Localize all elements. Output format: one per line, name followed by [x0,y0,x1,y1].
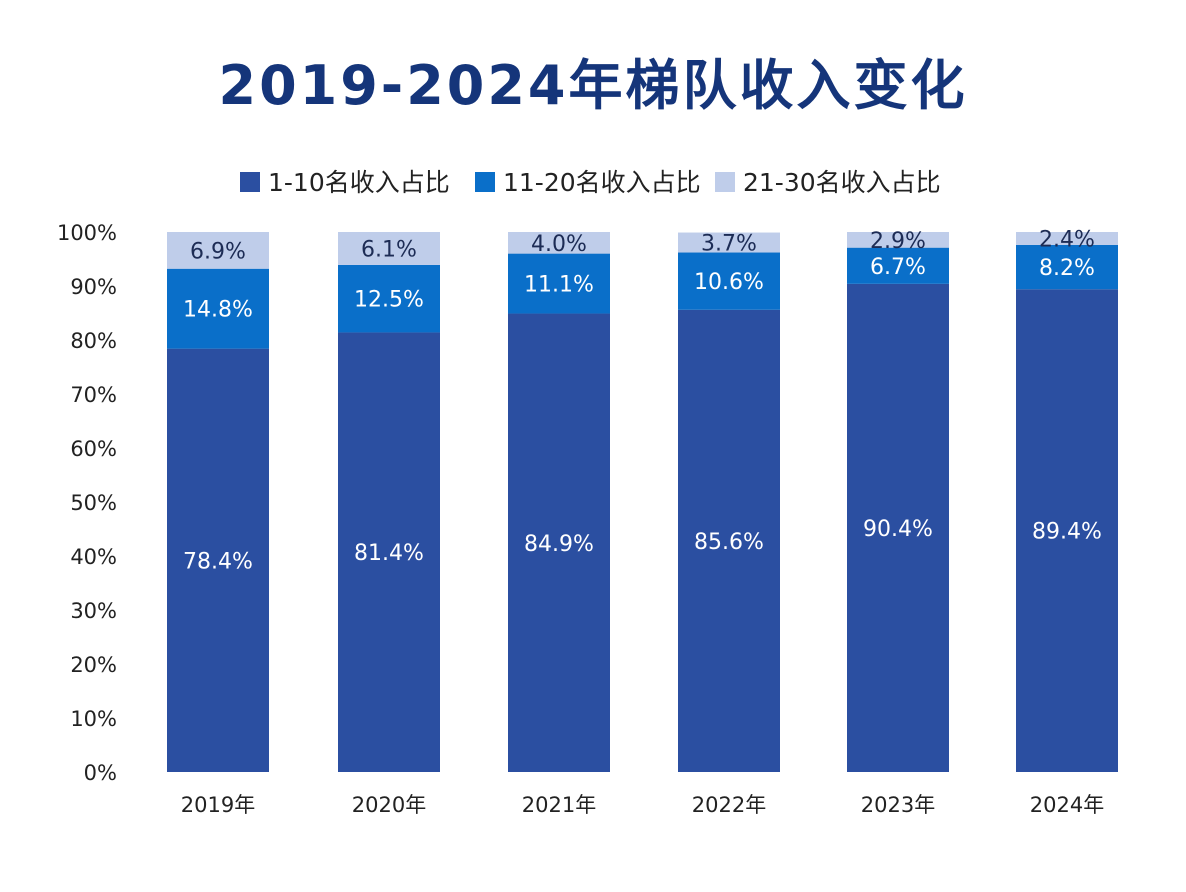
legend-swatch-3 [715,172,735,192]
y-tick-label: 0% [84,761,117,785]
bar-segment [847,283,949,772]
data-label: 10.6% [694,270,764,295]
data-label: 2.4% [1039,227,1095,252]
legend-label-3: 21-30名收入占比 [743,168,941,197]
bar-segment [167,268,269,349]
data-label: 6.1% [361,237,417,262]
bar-group-3: 84.9% 11.1% 4.0% [508,232,610,772]
bars: 78.4% 14.8% 6.9% 81.4% 12.5% 6.1% 84.9% 11.1% 4.… [167,227,1118,772]
y-tick-label: 80% [70,329,117,353]
bar-segment [338,264,440,333]
data-label: 14.8% [183,298,253,323]
data-label: 8.2% [1039,256,1095,281]
data-label: 11.1% [524,273,594,298]
legend-label-1: 1-10名收入占比 [268,168,450,197]
bar-segment [508,232,610,254]
data-label: 6.9% [190,239,246,264]
y-tick-label: 40% [70,545,117,569]
y-axis: 0% 10% 20% 30% 40% 50% 60% 70% 80% 90% 100% [57,221,117,785]
y-tick-label: 70% [70,383,117,407]
data-label: 3.7% [701,232,757,257]
data-label: 85.6% [694,530,764,555]
data-label: 4.0% [531,232,587,257]
y-tick-label: 10% [70,707,117,731]
y-tick-label: 60% [70,437,117,461]
data-label: 89.4% [1032,520,1102,545]
bar-segment [167,232,269,269]
bar-group-2: 81.4% 12.5% 6.1% [338,232,440,772]
bar-group-6: 89.4% 8.2% 2.4% [1016,227,1118,772]
y-tick-label: 100% [57,221,117,245]
y-tick-label: 30% [70,599,117,623]
bar-segment [167,348,269,772]
bar-group-1: 78.4% 14.8% 6.9% [167,232,269,772]
legend-swatch-1 [240,172,260,192]
bar-segment [678,252,780,310]
x-tick-label: 2019年 [181,793,255,817]
y-tick-label: 20% [70,653,117,677]
y-tick-label: 50% [70,491,117,515]
data-label: 12.5% [354,288,424,313]
data-label: 2.9% [870,229,926,254]
data-label: 81.4% [354,541,424,566]
bar-segment [508,313,610,772]
bar-segment [847,232,949,248]
x-tick-label: 2023年 [861,793,935,817]
bar-group-4: 85.6% 10.6% 3.7% [678,232,780,772]
data-label: 6.7% [870,255,926,280]
legend-label-2: 11-20名收入占比 [503,168,701,197]
x-tick-label: 2020年 [352,793,426,817]
x-tick-label: 2021年 [522,793,596,817]
bar-segment [1016,244,1118,290]
bar-segment [678,232,780,253]
legend: 1-10名收入占比 11-20名收入占比 21-30名收入占比 [240,168,941,197]
chart-title: 2019-2024年梯队收入变化 [219,54,968,117]
bar-segment [847,247,949,284]
bar-group-5: 90.4% 6.7%2.9% [847,229,949,772]
bar-segment [1016,289,1118,772]
data-label: 84.9% [524,532,594,557]
legend-swatch-2 [475,172,495,192]
y-tick-label: 90% [70,275,117,299]
bar-segment [678,309,780,772]
bar-segment [338,232,440,265]
bar-segment [508,253,610,314]
data-label: 90.4% [863,517,933,542]
bar-segment [1016,232,1118,245]
x-tick-label: 2022年 [692,793,766,817]
data-label: 78.4% [183,549,253,574]
x-tick-label: 2024年 [1030,793,1104,817]
bar-segment [338,332,440,772]
x-axis: 2019年 2020年 2021年 2022年 2023年 2024年 [181,793,1104,817]
